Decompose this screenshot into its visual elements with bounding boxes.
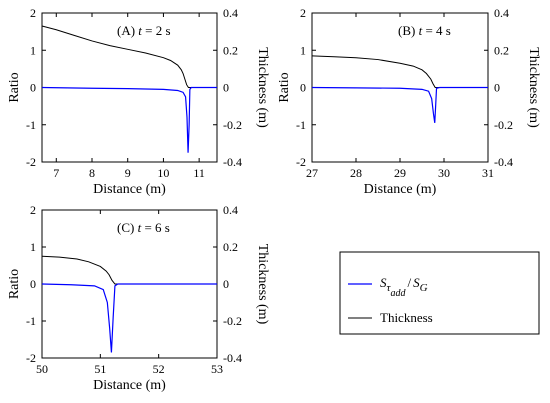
x-tick-label: 9 bbox=[125, 166, 131, 180]
y-left-tick-label: 0 bbox=[300, 81, 306, 95]
y-right-tick-label: -0.4 bbox=[223, 351, 242, 365]
panel-time-value: = 6 s bbox=[141, 220, 170, 235]
x-tick-label: 30 bbox=[438, 166, 450, 180]
legend-label-ratio: Sτadd/SG bbox=[380, 275, 428, 299]
legend-frame bbox=[339, 251, 540, 335]
y-right-axis-label: Thickness (m) bbox=[255, 244, 270, 325]
chart-panel-2: 27 28 29 30 31 -2 -1 0 1 2 -0.4 -0.2 0 0.2 0.4 Distance… bbox=[277, 6, 541, 197]
y-left-tick-label: 2 bbox=[30, 203, 36, 217]
x-axis-label: Distance (m) bbox=[93, 182, 166, 197]
panel-time-value: = 2 s bbox=[142, 23, 171, 38]
x-tick-label: 10 bbox=[157, 166, 169, 180]
legend-ratio-subscript: τ bbox=[387, 282, 392, 294]
ratio-line bbox=[41, 86, 217, 153]
x-tick-label: 52 bbox=[153, 362, 165, 376]
legend-ratio-symbol: S bbox=[380, 275, 387, 290]
x-axis-label: Distance (m) bbox=[93, 378, 166, 393]
y-right-tick-label: 0 bbox=[494, 81, 500, 95]
y-right-tick-label: 0.2 bbox=[494, 43, 509, 57]
legend-ratio-denominator-subscript: G bbox=[420, 282, 428, 294]
panel-time-variable: t bbox=[419, 23, 423, 38]
y-right-tick-label: 0.4 bbox=[494, 6, 509, 20]
y-left-tick-label: -1 bbox=[296, 118, 306, 132]
y-left-tick-label: 1 bbox=[30, 43, 36, 57]
y-right-tick-label: 0.4 bbox=[223, 6, 238, 20]
y-right-axis-label: Thickness (m) bbox=[526, 47, 541, 128]
panel-title: (A) t = 2 s bbox=[117, 23, 171, 38]
x-tick-label: 8 bbox=[89, 166, 95, 180]
y-right-tick-label: 0.4 bbox=[223, 203, 238, 217]
y-left-tick-label: 1 bbox=[30, 240, 36, 254]
y-left-axis-label: Ratio bbox=[7, 269, 22, 299]
x-tick-label: 27 bbox=[306, 166, 318, 180]
thickness-line bbox=[41, 255, 217, 285]
panel-title: (C) t = 6 s bbox=[117, 220, 170, 235]
y-right-tick-label: -0.4 bbox=[223, 155, 242, 169]
x-tick-label: 31 bbox=[482, 166, 494, 180]
legend-ratio-denominator: S bbox=[413, 275, 420, 290]
x-tick-label: 50 bbox=[36, 362, 48, 376]
x-tick-label: 29 bbox=[394, 166, 406, 180]
y-left-tick-label: -2 bbox=[296, 155, 306, 169]
legend: Sτadd/SG Thickness bbox=[339, 251, 540, 335]
x-tick-label: 51 bbox=[94, 362, 106, 376]
y-right-tick-label: -0.2 bbox=[223, 314, 242, 328]
panel-time-variable: t bbox=[138, 23, 142, 38]
ratio-line bbox=[41, 283, 217, 353]
y-left-tick-label: 1 bbox=[300, 43, 306, 57]
x-tick-label: 7 bbox=[53, 166, 59, 180]
ratio-line bbox=[311, 86, 488, 123]
y-right-tick-label: 0 bbox=[223, 81, 229, 95]
thickness-line bbox=[311, 55, 488, 88]
panel-time-value: = 4 s bbox=[422, 23, 451, 38]
y-right-tick-label: -0.2 bbox=[223, 118, 242, 132]
legend-ratio-slash: / bbox=[407, 275, 411, 290]
x-axis-label: Distance (m) bbox=[364, 182, 437, 197]
y-right-tick-label: 0 bbox=[223, 277, 229, 291]
y-right-tick-label: -0.2 bbox=[494, 118, 513, 132]
y-right-axis-label: Thickness (m) bbox=[255, 47, 270, 128]
chart-panel-3: 50 51 52 53 -2 -1 0 1 2 -0.4 -0.2 0 0.2 0.4 Distance (… bbox=[7, 203, 270, 393]
thickness-line bbox=[41, 25, 217, 88]
panel-title: (B) t = 4 s bbox=[398, 23, 451, 38]
y-left-tick-label: -2 bbox=[26, 155, 36, 169]
y-left-tick-label: 2 bbox=[30, 6, 36, 20]
y-left-tick-label: -1 bbox=[26, 118, 36, 132]
y-left-axis-label: Ratio bbox=[7, 72, 22, 102]
x-tick-label: 28 bbox=[350, 166, 362, 180]
y-left-tick-label: -1 bbox=[26, 314, 36, 328]
y-right-tick-label: 0.2 bbox=[223, 240, 238, 254]
y-left-tick-label: 0 bbox=[30, 277, 36, 291]
legend-label-thickness: Thickness bbox=[380, 310, 433, 325]
x-tick-label: 53 bbox=[211, 362, 223, 376]
panel-label: (A) bbox=[117, 23, 138, 38]
y-right-tick-label: 0.2 bbox=[223, 43, 238, 57]
panel-label: (B) bbox=[398, 23, 419, 38]
y-left-tick-label: -2 bbox=[26, 351, 36, 365]
y-left-axis-label: Ratio bbox=[277, 72, 292, 102]
legend-ratio-subsubscript: add bbox=[390, 288, 406, 299]
chart-panel-1: 7 8 9 10 11 -2 -1 0 1 2 -0.4 -0.2 0 0.2 0.4 Distance (m… bbox=[7, 6, 270, 197]
y-left-tick-label: 2 bbox=[300, 6, 306, 20]
panel-time-variable: t bbox=[138, 220, 142, 235]
x-tick-label: 11 bbox=[193, 166, 205, 180]
y-right-tick-label: -0.4 bbox=[494, 155, 513, 169]
y-left-tick-label: 0 bbox=[30, 81, 36, 95]
panel-label: (C) bbox=[117, 220, 138, 235]
